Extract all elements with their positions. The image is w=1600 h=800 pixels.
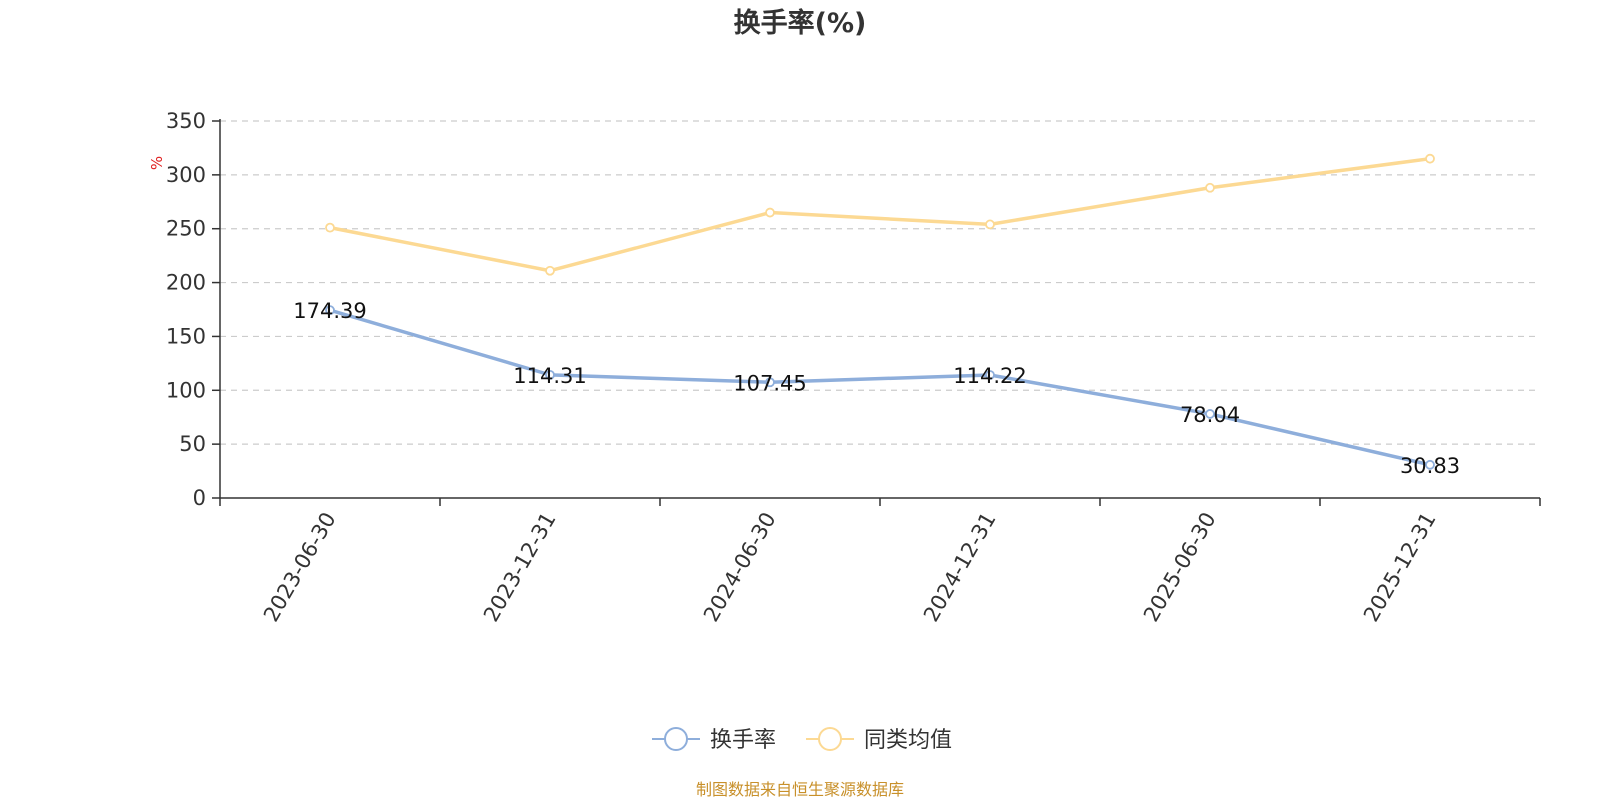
data-point	[1205, 409, 1215, 419]
data-label: 174.39	[293, 299, 366, 323]
source-note: 制图数据来自恒生聚源数据库	[696, 780, 904, 799]
y-tick-label: 300	[166, 163, 206, 187]
x-tick-label: 2024-06-30	[699, 508, 781, 626]
series-line-1	[328, 156, 1432, 273]
axes: 0 50 100 150 200 250 300 350 2023-06-30 2023-12-3…	[166, 109, 1541, 626]
x-tick-label: 2025-06-30	[1139, 508, 1221, 626]
data-label: 114.22	[953, 364, 1026, 388]
y-tick-label: 150	[166, 324, 206, 348]
legend-item-0[interactable]: 换手率	[652, 727, 776, 753]
x-tick-label: 2024-12-31	[919, 508, 1001, 626]
data-point	[545, 265, 555, 276]
data-point	[765, 207, 775, 218]
grid-lines	[220, 120, 1540, 445]
y-tick-label: 350	[166, 109, 206, 133]
data-point	[325, 305, 335, 316]
series	[325, 153, 1435, 470]
x-tick-label: 2023-12-31	[479, 508, 561, 626]
series-line-0	[328, 308, 1432, 467]
legend-circle-icon	[818, 727, 842, 751]
data-point	[985, 219, 995, 230]
y-tick-label: 200	[166, 271, 206, 295]
data-labels: 174.39 114.31 107.45 114.22 78.04 30.83	[293, 299, 1460, 478]
data-label: 114.31	[513, 364, 586, 388]
legend-label: 同类均值	[864, 728, 952, 753]
data-label: 30.83	[1400, 454, 1460, 478]
data-point	[325, 222, 335, 233]
data-point	[985, 370, 995, 380]
x-tick-label: 2025-12-31	[1359, 508, 1441, 626]
data-point	[1425, 459, 1435, 470]
data-point	[545, 369, 555, 380]
data-point	[1425, 153, 1435, 164]
legend[interactable]: 换手率 同类均值	[652, 727, 952, 753]
data-point	[765, 377, 775, 388]
y-axis-unit: %	[148, 156, 166, 170]
legend-circle-icon	[664, 727, 688, 751]
y-tick-label: 50	[179, 432, 206, 456]
y-tick-label: 250	[166, 217, 206, 241]
y-tick-label: 0	[193, 486, 206, 510]
legend-label: 换手率	[710, 728, 776, 753]
legend-item-1[interactable]: 同类均值	[806, 727, 952, 753]
x-tick-label: 2023-06-30	[259, 508, 341, 626]
data-point	[1205, 182, 1215, 193]
data-label: 78.04	[1180, 403, 1240, 427]
chart-title: 换手率(%)	[734, 7, 867, 39]
y-tick-label: 100	[166, 378, 206, 402]
data-label: 107.45	[733, 371, 806, 395]
